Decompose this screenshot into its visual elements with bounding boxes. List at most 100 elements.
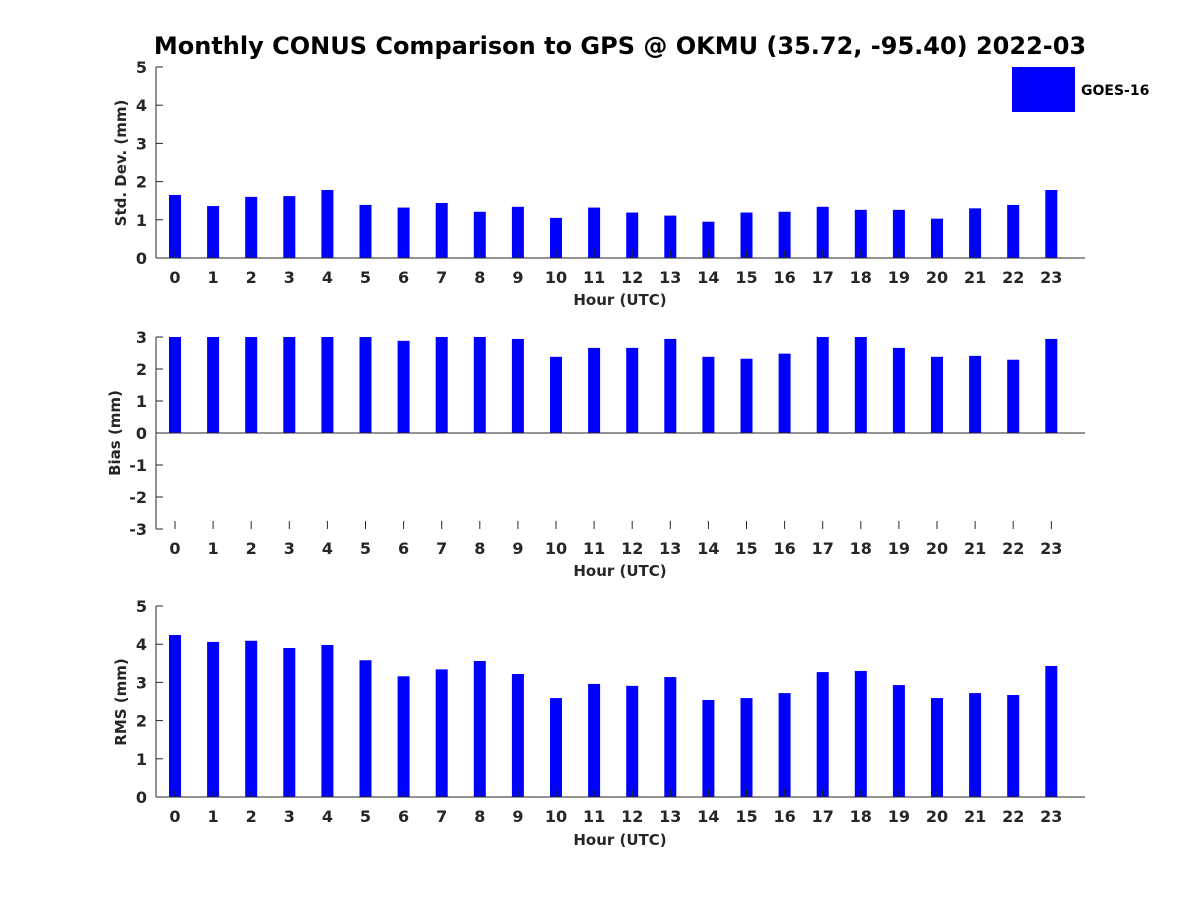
rms-x-tick-label: 10 bbox=[545, 807, 567, 826]
rms-x-tick-label: 7 bbox=[436, 807, 447, 826]
rms-y-tick-label: 3 bbox=[136, 673, 147, 692]
bias-x-tick-label: 9 bbox=[512, 539, 523, 558]
std-dev-bar bbox=[1045, 190, 1058, 258]
bias-x-tick-label: 8 bbox=[474, 539, 485, 558]
std-dev-x-tick-label: 18 bbox=[850, 268, 872, 287]
bias-bar bbox=[969, 355, 982, 433]
std-dev-bar bbox=[664, 215, 677, 258]
bias-y-tick-label: 3 bbox=[136, 328, 147, 347]
bias-bar bbox=[473, 337, 486, 433]
bias-x-tick-label: 21 bbox=[964, 539, 986, 558]
std-dev-bar bbox=[397, 207, 410, 258]
bias-x-tick-label: 16 bbox=[773, 539, 795, 558]
std-dev-x-tick-label: 11 bbox=[583, 268, 605, 287]
std-dev-x-tick-label: 7 bbox=[436, 268, 447, 287]
rms-x-tick-label: 18 bbox=[850, 807, 872, 826]
bias-bar bbox=[169, 337, 181, 433]
rms-bar bbox=[969, 693, 982, 797]
rms-x-tick-label: 5 bbox=[360, 807, 371, 826]
bias-bar bbox=[207, 337, 220, 433]
rms-bar bbox=[169, 635, 181, 797]
rms-bar bbox=[435, 669, 448, 797]
bias-x-tick-label: 4 bbox=[322, 539, 333, 558]
rms-x-tick-label: 4 bbox=[322, 807, 333, 826]
rms-x-tick-label: 16 bbox=[773, 807, 795, 826]
std-dev-bar bbox=[550, 217, 562, 258]
rms-x-tick-label: 6 bbox=[398, 807, 409, 826]
rms-bar bbox=[283, 648, 296, 797]
bias-bar bbox=[702, 356, 715, 433]
bias-y-tick-label: -3 bbox=[129, 520, 147, 539]
std-dev-bar bbox=[740, 212, 753, 258]
rms-bar bbox=[397, 676, 410, 797]
rms-bar bbox=[473, 661, 486, 797]
bias-bar bbox=[892, 347, 905, 433]
std-dev-bar bbox=[702, 221, 715, 258]
std-dev-x-tick-label: 0 bbox=[169, 268, 180, 287]
rms-x-tick-label: 12 bbox=[621, 807, 643, 826]
std-dev-y-tick-label: 3 bbox=[136, 134, 147, 153]
rms-bar bbox=[511, 673, 524, 797]
std-dev-bar bbox=[245, 196, 258, 258]
rms-bar bbox=[664, 677, 677, 797]
rms-bar bbox=[816, 672, 829, 797]
bias-x-tick-label: 0 bbox=[169, 539, 180, 558]
std-dev-x-tick-label: 22 bbox=[1002, 268, 1024, 287]
std-dev-x-tick-label: 15 bbox=[735, 268, 757, 287]
bias-bar bbox=[359, 337, 372, 433]
bias-bar bbox=[283, 337, 296, 433]
std-dev-y-tick-label: 2 bbox=[136, 173, 147, 192]
rms-x-tick-label: 23 bbox=[1040, 807, 1062, 826]
std-dev-x-tick-label: 10 bbox=[545, 268, 567, 287]
std-dev-x-tick-label: 9 bbox=[512, 268, 523, 287]
bias-bar bbox=[1045, 338, 1058, 433]
rms-xlabel: Hour (UTC) bbox=[573, 831, 666, 849]
rms-bar bbox=[1007, 695, 1020, 797]
bias-x-tick-label: 2 bbox=[246, 539, 257, 558]
rms-x-tick-label: 8 bbox=[474, 807, 485, 826]
bias-bar bbox=[778, 353, 791, 433]
std-dev-x-tick-label: 2 bbox=[246, 268, 257, 287]
rms-y-tick-label: 2 bbox=[136, 712, 147, 731]
rms-x-tick-label: 3 bbox=[284, 807, 295, 826]
rms-x-tick-label: 22 bbox=[1002, 807, 1024, 826]
rms-x-tick-label: 15 bbox=[735, 807, 757, 826]
bias-x-tick-label: 22 bbox=[1002, 539, 1024, 558]
std-dev-bar bbox=[321, 190, 334, 258]
std-dev-bar bbox=[359, 204, 372, 258]
std-dev-x-tick-label: 5 bbox=[360, 268, 371, 287]
bias-x-tick-label: 18 bbox=[850, 539, 872, 558]
rms-x-tick-label: 0 bbox=[169, 807, 180, 826]
rms-bar bbox=[931, 698, 943, 797]
rms-bar bbox=[550, 698, 562, 797]
rms-bar bbox=[359, 660, 372, 797]
std-dev-bar bbox=[816, 206, 829, 258]
bias-x-tick-label: 12 bbox=[621, 539, 643, 558]
bias-bar bbox=[245, 337, 258, 433]
std-dev-x-tick-label: 1 bbox=[208, 268, 219, 287]
std-dev-x-tick-label: 13 bbox=[659, 268, 681, 287]
bias-bar bbox=[588, 347, 601, 433]
bias-bar bbox=[550, 356, 562, 433]
rms-x-tick-label: 21 bbox=[964, 807, 986, 826]
std-dev-bar bbox=[778, 211, 791, 258]
bias-x-tick-label: 1 bbox=[208, 539, 219, 558]
rms-y-tick-label: 4 bbox=[136, 635, 147, 654]
rms-x-tick-label: 9 bbox=[512, 807, 523, 826]
std-dev-bar bbox=[1007, 204, 1020, 258]
legend: GOES-16 bbox=[1012, 67, 1149, 112]
bias-y-tick-label: 2 bbox=[136, 360, 147, 379]
bias-bar bbox=[816, 337, 829, 433]
rms-x-tick-label: 14 bbox=[697, 807, 719, 826]
std-dev-bar bbox=[283, 196, 296, 258]
std-dev-bar bbox=[435, 202, 448, 258]
rms-bar bbox=[892, 685, 905, 797]
bias-x-tick-label: 3 bbox=[284, 539, 295, 558]
std-dev-xlabel: Hour (UTC) bbox=[573, 291, 666, 309]
bias-ylabel: Bias (mm) bbox=[106, 390, 124, 476]
std-dev-x-tick-label: 17 bbox=[812, 268, 834, 287]
bias-bar bbox=[664, 338, 677, 433]
